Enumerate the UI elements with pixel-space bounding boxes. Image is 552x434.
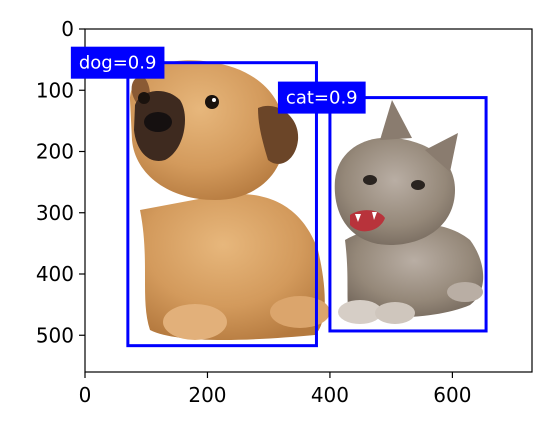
detection-box [328,96,488,333]
photo [85,29,532,372]
x-tick-label: 0 [79,383,92,407]
detection-box [126,61,318,348]
cat-icon [334,100,484,324]
y-tick-label: 200 [36,140,74,164]
axes-frame [84,28,533,373]
detection-label: dog=0.9 [70,46,165,79]
y-tick-label: 500 [36,323,74,347]
y-axis: 0 100 200 300 400 500 [36,17,85,347]
x-tick-label: 600 [433,383,471,407]
detection-label-background [277,81,366,114]
detections-layer: dog=0.9 cat=0.9 [70,46,488,348]
y-tick-label: 100 [36,78,74,102]
x-tick-label: 400 [311,383,349,407]
y-tick-label: 0 [61,17,74,41]
y-tick-label: 300 [36,201,74,225]
detection-label-background [70,46,165,79]
y-tick-label: 400 [36,262,74,286]
x-tick-label: 200 [188,383,226,407]
detection-label-text: cat=0.9 [286,88,358,109]
x-axis: 0 200 400 600 [79,372,471,407]
dog-icon [130,60,330,340]
detection-label-text: dog=0.9 [79,53,157,74]
detection-label: cat=0.9 [277,81,366,114]
